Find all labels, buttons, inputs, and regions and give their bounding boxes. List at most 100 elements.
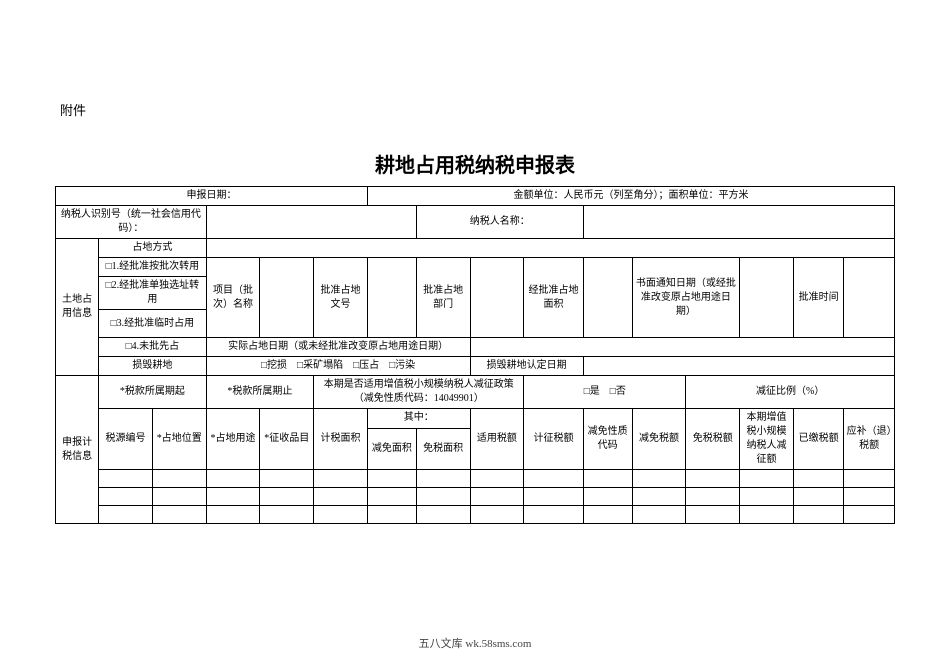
table-cell[interactable] [367, 470, 416, 488]
approval-dept-label: 批准占地部门 [416, 258, 470, 338]
small-scale-question: 本期是否适用增值税小规模纳税人减征政策（减免性质代码：14049901） [314, 376, 524, 409]
land-section-label: 土地占用信息 [56, 239, 99, 376]
table-cell[interactable] [632, 506, 686, 524]
apply-rate-label: 适用税额 [470, 409, 524, 470]
table-cell[interactable] [793, 470, 844, 488]
table-cell[interactable] [416, 506, 470, 524]
table-cell[interactable] [152, 488, 206, 506]
table-cell[interactable] [844, 488, 895, 506]
exempt-code-label: 减免性质代码 [583, 409, 632, 470]
source-no-label: 税源编号 [99, 409, 153, 470]
table-cell[interactable] [632, 470, 686, 488]
footer-text: 五八文库 wk.58sms.com [0, 635, 950, 651]
approval-dept-value[interactable] [470, 258, 524, 338]
yes-no-choice[interactable]: □是 □否 [524, 376, 686, 409]
taxpayer-name-label: 纳税人名称： [416, 206, 583, 239]
notice-date-label: 书面通知日期（或经批准改变原占地用途日期） [632, 258, 740, 338]
table-cell[interactable] [367, 506, 416, 524]
table-cell[interactable] [152, 470, 206, 488]
table-cell[interactable] [206, 488, 260, 506]
approval-no-label: 批准占地文号 [314, 258, 368, 338]
table-cell[interactable] [314, 488, 368, 506]
approved-area-value[interactable] [583, 258, 632, 338]
land-opt2[interactable]: □2.经批准单独选址转用 [99, 277, 207, 310]
exempt-tax-label: 免税税额 [686, 409, 740, 470]
table-cell[interactable] [844, 470, 895, 488]
table-cell[interactable] [844, 506, 895, 524]
table-cell[interactable] [367, 488, 416, 506]
table-cell[interactable] [260, 470, 314, 488]
actual-date-value[interactable] [470, 338, 894, 357]
calc-tax-label: 计征税额 [524, 409, 583, 470]
table-cell[interactable] [470, 506, 524, 524]
table-cell[interactable] [740, 470, 794, 488]
table-cell[interactable] [583, 506, 632, 524]
table-cell[interactable] [686, 470, 740, 488]
table-cell[interactable] [314, 506, 368, 524]
reduce-area-label: 减免面积 [367, 428, 416, 469]
table-cell[interactable] [524, 488, 583, 506]
refund-tax-label: 应补（退）税额 [844, 409, 895, 470]
taxpayer-name-value[interactable] [583, 206, 894, 239]
levy-item-label: *征收品目 [260, 409, 314, 470]
damage-types[interactable]: □挖损 □采矿塌陷 □压占 □污染 [206, 357, 470, 376]
table-cell[interactable] [152, 506, 206, 524]
of-which-label: 其中： [367, 409, 470, 429]
occupy-mode-value[interactable] [206, 239, 894, 258]
approval-time-value[interactable] [844, 258, 895, 338]
period-end-label: *税款所属期止 [206, 376, 314, 409]
damaged-label: 损毁耕地 [99, 357, 207, 376]
actual-date-label: 实际占地日期（或未经批准改变原占地用途日期） [206, 338, 470, 357]
table-cell[interactable] [793, 506, 844, 524]
land-use-label: *占地用途 [206, 409, 260, 470]
units-label: 金额单位：人民币元（列至角分）；面积单位：平方米 [367, 187, 894, 206]
period-start-label: *税款所属期起 [99, 376, 207, 409]
page-title: 耕地占用税纳税申报表 [55, 149, 895, 178]
table-cell[interactable] [740, 488, 794, 506]
table-cell[interactable] [740, 506, 794, 524]
land-opt1[interactable]: □1.经批准按批次转用 [99, 258, 207, 277]
taxpayer-id-value[interactable] [206, 206, 416, 239]
approval-time-label: 批准时间 [793, 258, 844, 338]
approved-area-label: 经批准占地面积 [524, 258, 583, 338]
small-scale-reduce-label: 本期增值税小规模纳税人减征额 [740, 409, 794, 470]
notice-date-value[interactable] [740, 258, 794, 338]
taxpayer-id-label: 纳税人识别号（统一社会信用代码）： [56, 206, 207, 239]
table-cell[interactable] [583, 488, 632, 506]
table-cell[interactable] [206, 506, 260, 524]
table-cell[interactable] [470, 488, 524, 506]
reduce-tax-label: 减免税额 [632, 409, 686, 470]
table-cell[interactable] [206, 470, 260, 488]
table-cell[interactable] [470, 470, 524, 488]
table-cell[interactable] [583, 470, 632, 488]
declare-date-label: 申报日期： [56, 187, 368, 206]
exempt-area-label: 免税面积 [416, 428, 470, 469]
table-cell[interactable] [524, 506, 583, 524]
project-name-label: 项目（批次）名称 [206, 258, 260, 338]
table-cell[interactable] [99, 470, 153, 488]
tax-area-label: 计税面积 [314, 409, 368, 470]
table-cell[interactable] [416, 470, 470, 488]
table-cell[interactable] [314, 470, 368, 488]
table-cell[interactable] [260, 506, 314, 524]
damage-cert-date-label: 损毁耕地认定日期 [470, 357, 583, 376]
table-cell[interactable] [793, 488, 844, 506]
table-cell[interactable] [686, 506, 740, 524]
occupy-mode-label: 占地方式 [99, 239, 207, 258]
table-cell[interactable] [416, 488, 470, 506]
calc-section-label: 申报计税信息 [56, 376, 99, 524]
paid-tax-label: 已缴税额 [793, 409, 844, 470]
project-name-value[interactable] [260, 258, 314, 338]
approval-no-value[interactable] [367, 258, 416, 338]
table-cell[interactable] [686, 488, 740, 506]
table-cell[interactable] [524, 470, 583, 488]
table-cell[interactable] [632, 488, 686, 506]
table-cell[interactable] [99, 506, 153, 524]
table-cell[interactable] [99, 488, 153, 506]
annex-label: 附件 [60, 100, 895, 119]
damage-cert-date-value[interactable] [583, 357, 894, 376]
table-cell[interactable] [260, 488, 314, 506]
land-opt4[interactable]: □4.未批先占 [99, 338, 207, 357]
reduction-ratio-label: 减征比例（%） [686, 376, 895, 409]
land-opt3[interactable]: □3.经批准临时占用 [99, 310, 207, 338]
